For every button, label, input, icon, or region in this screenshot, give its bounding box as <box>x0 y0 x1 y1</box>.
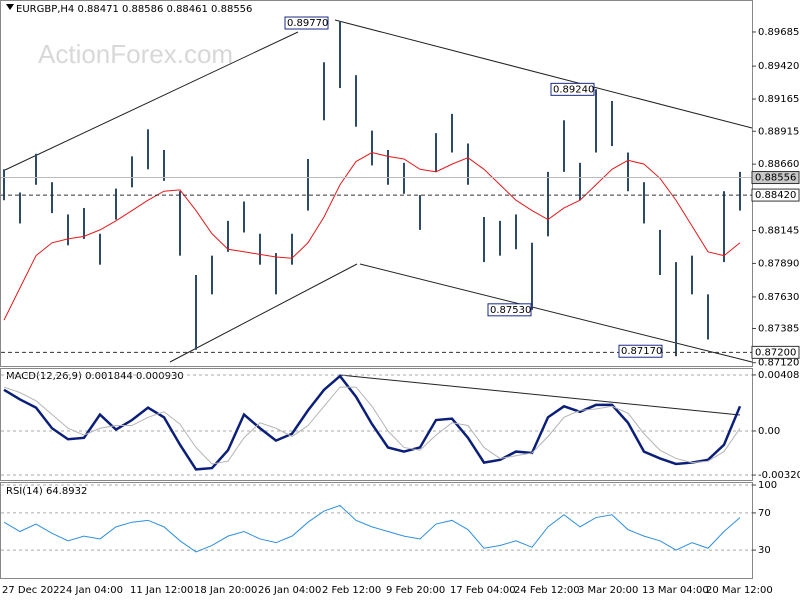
x-tick-label: 2 Feb 12:00 <box>322 585 381 596</box>
annotation-box <box>487 303 532 317</box>
macd-pane <box>0 368 753 481</box>
x-tick-label: 11 Jan 12:00 <box>130 585 193 596</box>
annotation-label: 0.89240 <box>553 84 594 95</box>
annotation-label: 0.87170 <box>621 346 662 357</box>
trendline <box>339 374 741 416</box>
y-tick-label: 0.89165 <box>758 94 799 105</box>
macd-title: MACD(12,26,9) 0.001844 0.000930 <box>6 371 184 382</box>
annotation-box <box>284 16 329 30</box>
x-tick-label: 24 Feb 12:00 <box>514 585 580 596</box>
trendline <box>4 31 299 171</box>
y-tick-label: 0.88915 <box>758 126 799 137</box>
x-tick-label: 3 Mar 20:00 <box>578 585 638 596</box>
watermark: ActionForex.com <box>38 39 233 69</box>
x-tick-label: 20 Mar 12:00 <box>706 585 773 596</box>
x-tick-label: 18 Jan 20:00 <box>194 585 257 596</box>
y-tick-label: -0.003209 <box>758 470 800 481</box>
price-level-box <box>751 171 800 185</box>
collapse-icon <box>6 4 14 10</box>
annotation-label: 0.87530 <box>490 305 531 316</box>
y-tick-label: 0.88145 <box>758 226 799 237</box>
trendline <box>334 19 753 129</box>
price-level-label: 0.88420 <box>755 190 796 201</box>
y-tick-label: 0.87385 <box>758 324 799 335</box>
rsi-pane <box>0 482 753 579</box>
annotation-label: 0.89770 <box>287 18 328 29</box>
y-tick-label: 0.88660 <box>758 159 799 170</box>
y-tick-label: 70 <box>758 508 771 519</box>
x-tick-label: 13 Mar 04:00 <box>642 585 709 596</box>
y-tick-label: 0.87630 <box>758 292 799 303</box>
y-tick-label: 100 <box>758 480 777 491</box>
annotation-box <box>618 344 663 358</box>
x-tick-label: 4 Jan 04:00 <box>66 585 123 596</box>
x-tick-label: 27 Dec 2022 <box>2 585 66 596</box>
price-level-label: 0.87200 <box>755 347 796 358</box>
price-level-label: 0.88556 <box>755 173 796 184</box>
line <box>3 151 741 321</box>
price-level-box <box>751 188 800 202</box>
y-tick-label: 0.004083 <box>758 370 800 381</box>
line <box>3 504 741 553</box>
line <box>3 386 741 465</box>
x-tick-label: 17 Feb 04:00 <box>450 585 516 596</box>
trendline <box>359 263 753 363</box>
trendlines <box>4 19 753 416</box>
y-tick-label: 0.87120 <box>758 358 799 369</box>
y-tick-label: 0.89420 <box>758 61 799 72</box>
rsi-title: RSI(14) 64.8932 <box>6 486 87 497</box>
y-tick-label: 30 <box>758 545 771 556</box>
line <box>3 374 742 471</box>
x-tick-label: 9 Feb 20:00 <box>386 585 445 596</box>
y-tick-label: 0.00 <box>758 426 780 437</box>
annotation-box <box>550 82 595 96</box>
y-tick-label: 0.87890 <box>758 258 799 269</box>
x-tick-label: 26 Jan 04:00 <box>258 585 321 596</box>
trendline <box>169 263 358 363</box>
price-title: EURGBP,H4 0.88471 0.88586 0.88461 0.8855… <box>16 4 252 15</box>
price-level-box <box>751 345 800 359</box>
y-tick-label: 0.89685 <box>758 27 799 38</box>
